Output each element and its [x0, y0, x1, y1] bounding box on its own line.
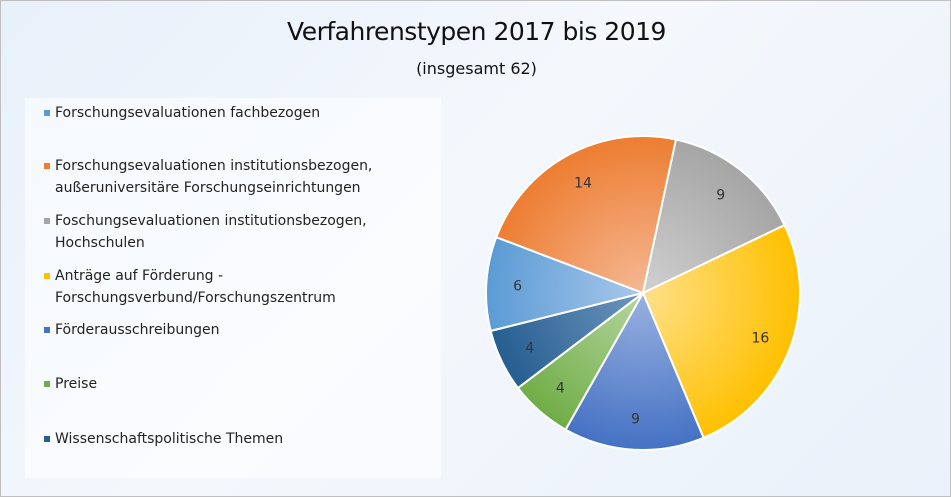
legend-swatch	[44, 163, 50, 169]
slice-value-label: 9	[716, 187, 725, 203]
legend-label: Hochschulen	[55, 235, 145, 251]
legend-label: Anträge auf Förderung -	[55, 268, 224, 284]
legend-label: Forschungsevaluationen fachbezogen	[55, 105, 321, 121]
legend-item: Förderausschreibungen	[44, 319, 220, 341]
slice-value-label: 9	[631, 411, 640, 427]
legend-label: Forschungsevaluationen institutionsbezog…	[55, 158, 373, 174]
legend-swatch	[44, 381, 50, 387]
legend-swatch	[44, 327, 50, 333]
legend-item: Preise	[44, 373, 98, 395]
legend-swatch	[44, 110, 50, 116]
chart-title: Verfahrenstypen 2017 bis 2019	[287, 17, 666, 46]
legend-item: Wissenschaftspolitische Themen	[44, 428, 284, 450]
legend-swatch	[44, 273, 50, 279]
legend-swatch	[44, 436, 50, 442]
legend-label: Foschungsevaluationen institutionsbezoge…	[55, 213, 367, 229]
legend-label: Forschungsverbund/Forschungszentrum	[55, 290, 336, 306]
pie-slice	[485, 235, 647, 333]
slice-value-label: 16	[751, 331, 769, 347]
legend-label: Preise	[55, 376, 98, 392]
legend-item: Forschungsevaluationen fachbezogen	[44, 102, 321, 124]
legend-label: Wissenschaftspolitische Themen	[55, 431, 284, 447]
slice-value-label: 4	[525, 340, 534, 356]
legend-item: Foschungsevaluationen institutionsbezoge…	[44, 210, 367, 254]
pie-slice	[494, 135, 678, 295]
pie-slice	[489, 292, 644, 390]
slice-value-label: 6	[513, 279, 522, 295]
legend-item: Forschungsevaluationen institutionsbezog…	[44, 155, 373, 199]
slice-value-label: 4	[556, 381, 565, 397]
chart-subtitle: (insgesamt 62)	[416, 59, 537, 78]
slice-value-label: 14	[574, 176, 592, 192]
pie-slice	[564, 290, 705, 451]
legend: Forschungsevaluationen fachbezogen Forsch…	[25, 98, 441, 478]
legend-swatch	[44, 218, 50, 224]
legend-label: außeruniversitäre Forschungseinrichtunge…	[55, 180, 361, 196]
legend-label: Förderausschreibungen	[55, 322, 220, 338]
legend-item: Anträge auf Förderung - Forschungsverbund…	[44, 265, 336, 309]
pie-slice	[641, 138, 786, 295]
